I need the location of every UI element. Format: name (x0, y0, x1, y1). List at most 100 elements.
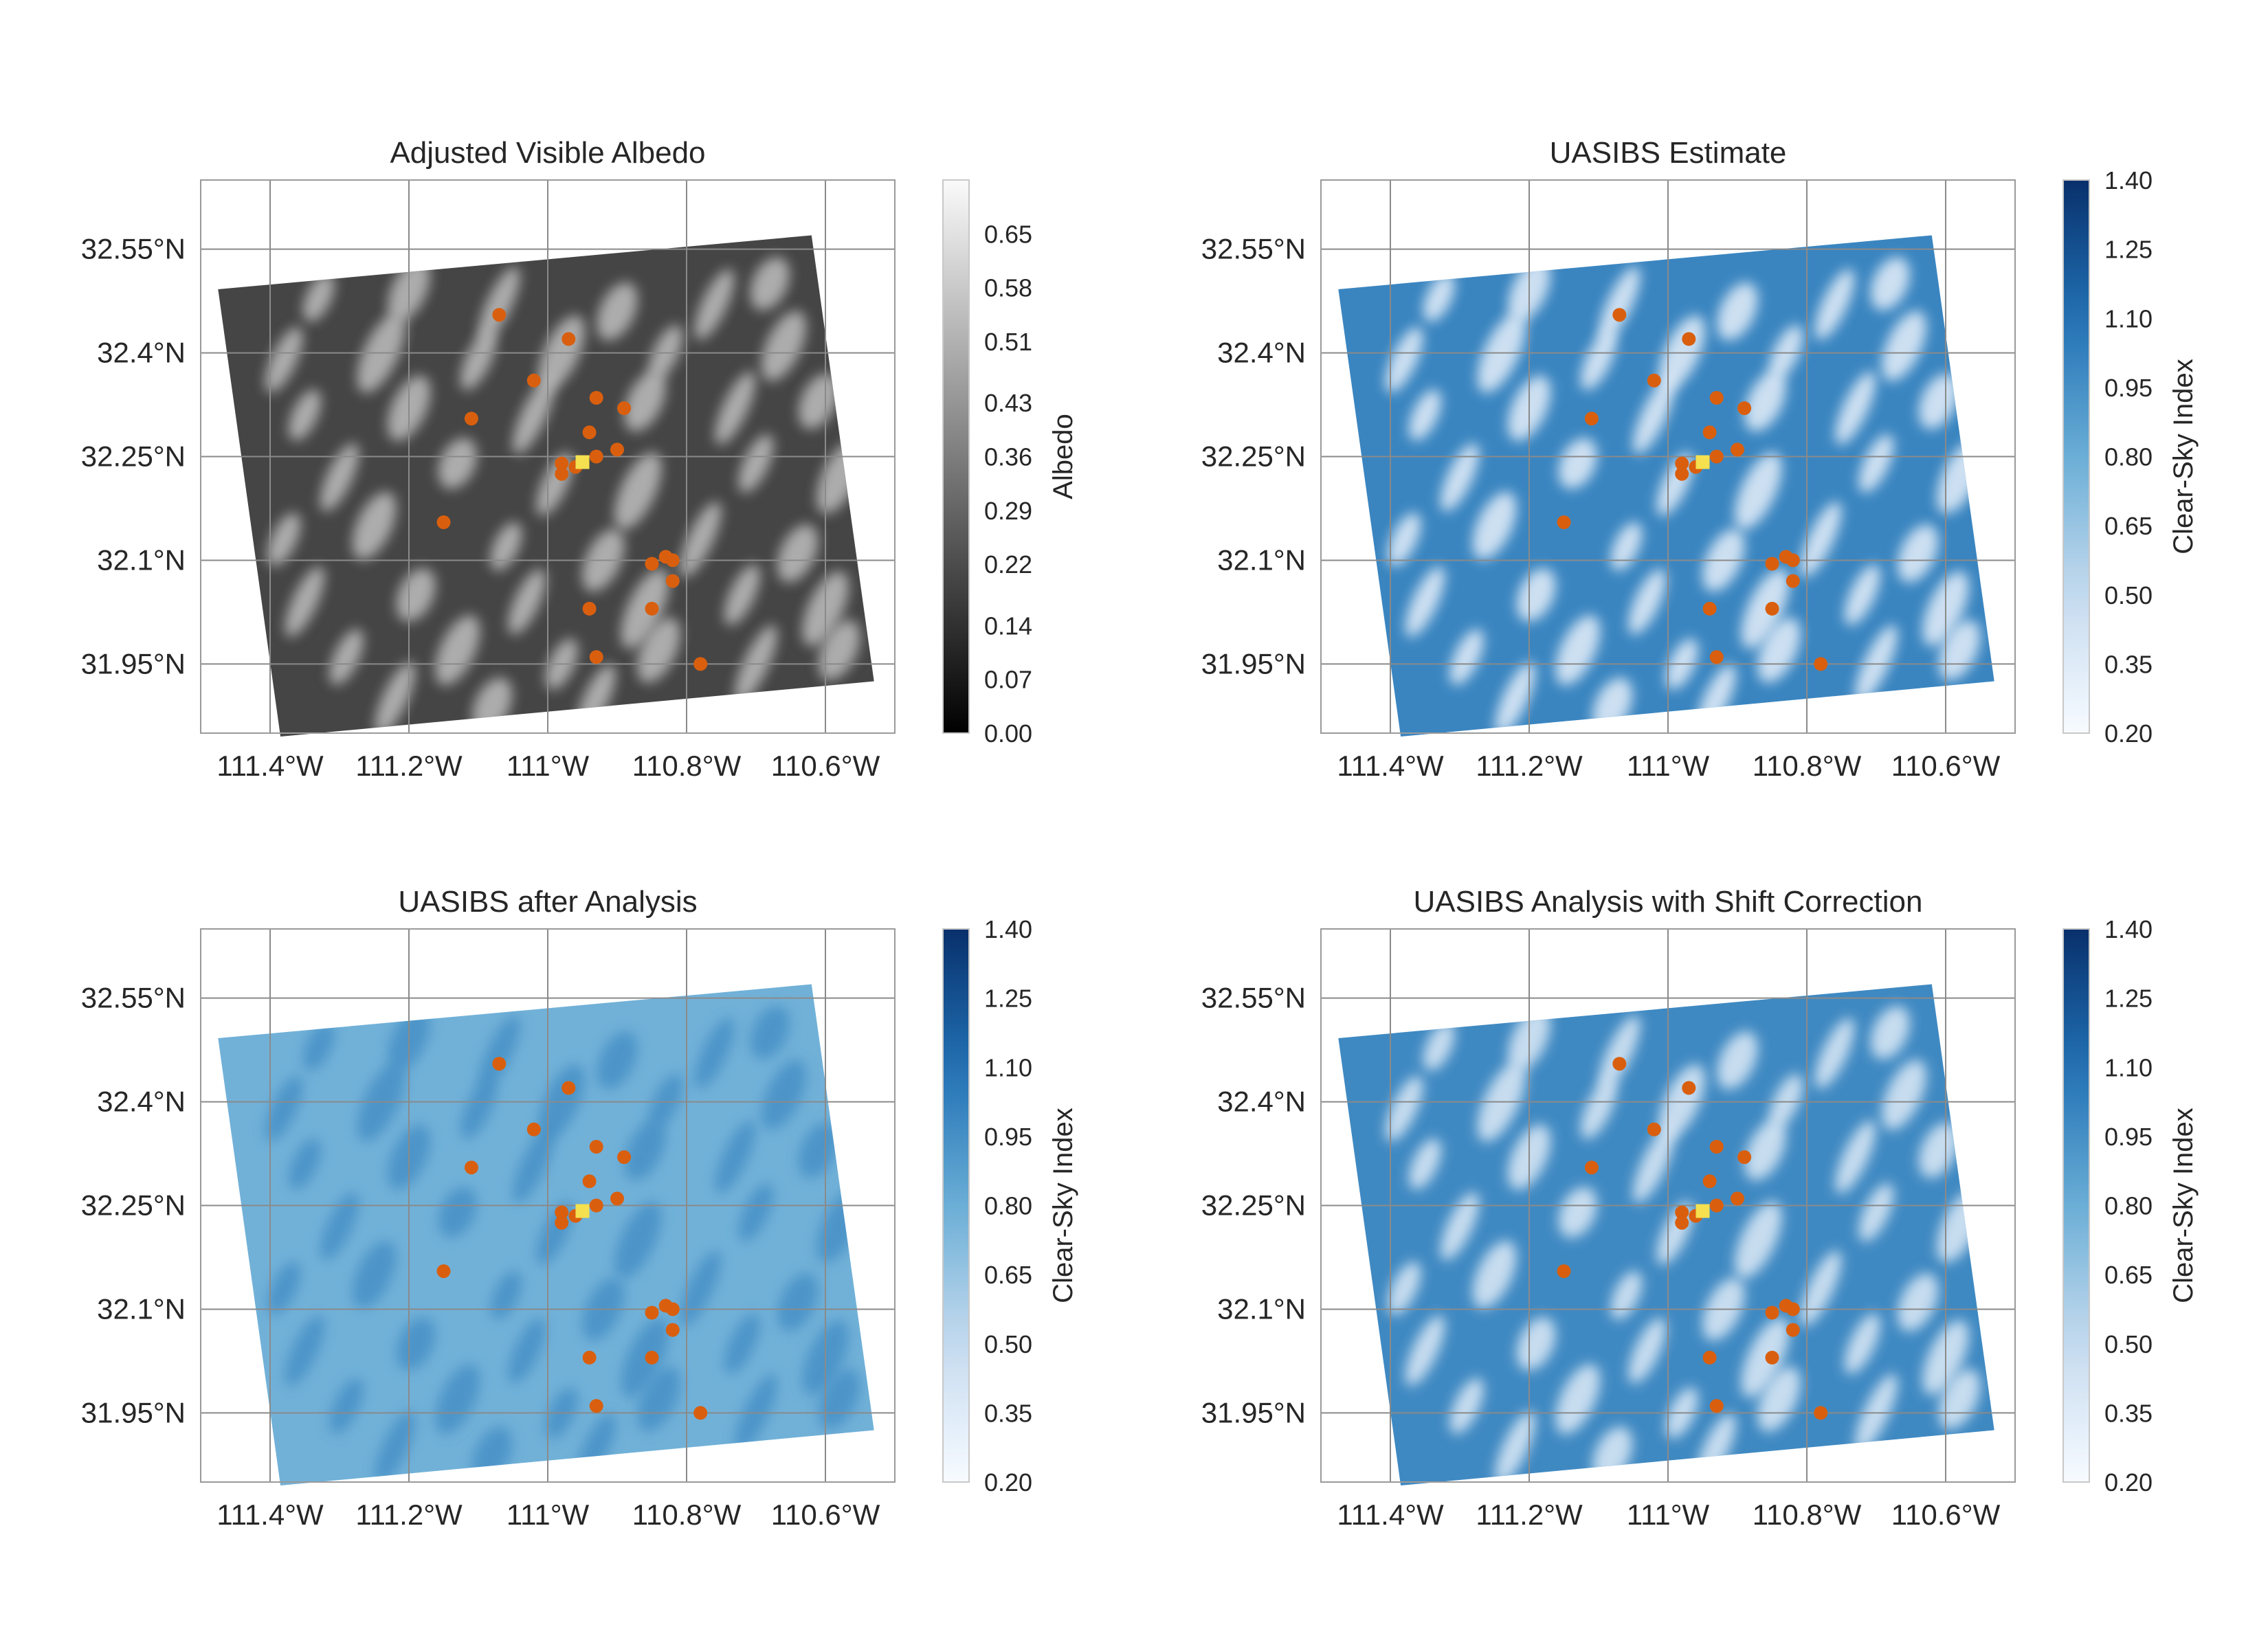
sensor-marker (555, 456, 569, 471)
colorbar-tick-label: 0.95 (2104, 1123, 2153, 1151)
cloud-cell (1881, 1059, 1926, 1130)
sensor-marker (1702, 601, 1717, 616)
sensor-marker (693, 657, 708, 671)
cloud-cell (1800, 502, 1842, 578)
colorbar-tick-label: 0.20 (2104, 719, 2153, 748)
cloud-cell (798, 1122, 838, 1178)
sensor-marker (589, 1140, 603, 1154)
cloud-cell (1610, 1271, 1643, 1320)
cloud-cell (265, 1075, 303, 1142)
cloud-cell (302, 1022, 335, 1071)
sensor-marker (1675, 456, 1689, 471)
sensor-marker (1612, 1057, 1627, 1071)
colorbar-tick-label: 0.35 (2104, 1399, 2153, 1427)
cloud-cell (724, 564, 760, 625)
cloud-cell (435, 615, 480, 686)
cloud-cell (1440, 443, 1480, 512)
colorbar-tick-label: 0.51 (984, 328, 1032, 356)
cloud-cell (1516, 568, 1556, 622)
cloud-cell (621, 568, 669, 649)
cloud-cell (724, 1313, 760, 1374)
cloud-cell (1628, 1318, 1667, 1384)
colorbar-tick-label: 0.65 (2104, 512, 2153, 540)
cloud-cell (761, 311, 806, 381)
cloud-cell (1385, 1075, 1423, 1142)
cloud-cell (1744, 371, 1786, 431)
y-tick-label: 32.55°N (81, 982, 186, 1014)
cloud-cell (1918, 373, 1959, 429)
cloud-cell (1870, 257, 1910, 311)
cloud-cell (1898, 1273, 1939, 1332)
cloud-cell (1449, 1378, 1484, 1434)
cloud-cell (1741, 568, 1790, 649)
cloud-cell (1555, 1364, 1601, 1435)
sensor-marker (1765, 1350, 1779, 1365)
axes-frame (1320, 928, 2016, 1483)
panel-title: Adjusted Visible Albedo (390, 136, 705, 170)
sensor-marker (1702, 1350, 1717, 1365)
cloud-cell (1800, 1250, 1842, 1327)
cloud-cell (1939, 1369, 1981, 1430)
sensor-marker (665, 1302, 680, 1316)
colorbar-label: Clear-Sky Index (2168, 1108, 2199, 1303)
sensor-marker (589, 1198, 603, 1213)
colorbar-tick-label: 1.25 (2104, 236, 2153, 264)
sensor-marker (526, 1122, 541, 1136)
sensor-marker (617, 1150, 632, 1165)
cloud-cell (478, 1016, 520, 1092)
sensor-marker (1765, 557, 1779, 571)
cloud-cell (460, 329, 497, 390)
sensor-marker (1675, 467, 1689, 481)
colorbar-tick-label: 0.35 (984, 1399, 1032, 1427)
cloud-cell (1632, 1125, 1676, 1203)
cloud-cell (508, 569, 546, 635)
cloud-cell (614, 452, 662, 530)
cloud-cell (1388, 1261, 1421, 1316)
colorbar-tick-label: 0.80 (2104, 1192, 2153, 1220)
sensor-marker (589, 449, 603, 464)
cloud-cell (819, 1369, 860, 1430)
x-tick-label: 110.6°W (1891, 1499, 2001, 1531)
cloud-cell (777, 524, 819, 583)
sensor-marker (645, 557, 659, 571)
sensor-marker (1709, 650, 1724, 664)
cloud-cell (1440, 1192, 1480, 1261)
sensor-marker (617, 401, 632, 416)
colorbar-tick-label: 0.50 (2104, 1330, 2153, 1358)
colorbar (2063, 179, 2090, 734)
map-panel-2: UASIBS Estimate 111.4°W 111.2°W 111°W 110.8°… (1201, 136, 2199, 782)
colorbar-tick-label: 1.40 (984, 915, 1032, 943)
cloud-cell (460, 1078, 497, 1139)
y-tick-label: 32.25°N (81, 1189, 186, 1222)
colorbar-tick-label: 0.07 (984, 666, 1032, 694)
y-tick-label: 32.1°N (97, 1292, 186, 1325)
cloud-cell (1734, 452, 1782, 530)
cloud-cell (1835, 1120, 1876, 1194)
sensor-marker (1814, 657, 1828, 671)
cloud-cell (1844, 564, 1880, 625)
sensor-marker (1765, 1305, 1779, 1320)
colorbar (942, 928, 970, 1483)
colorbar-tick-label: 0.50 (2104, 581, 2153, 609)
x-tick-label: 110.6°W (1891, 750, 2001, 782)
cloud-cell (1858, 434, 1894, 493)
cloud-cell (1757, 617, 1801, 683)
sensor-marker (1709, 449, 1724, 464)
sensor-marker (1612, 308, 1627, 322)
sensor-marker (1647, 373, 1661, 388)
sensor-marker (582, 1174, 597, 1189)
y-tick-label: 32.25°N (81, 440, 186, 473)
cloud-cell (1449, 629, 1484, 685)
sensor-marker (436, 1264, 451, 1279)
cloud-cell (289, 1138, 321, 1190)
sensor-marker (582, 601, 597, 616)
panel-title: UASIBS after Analysis (398, 885, 697, 919)
sensor-marker (1702, 425, 1717, 440)
panel-title: UASIBS Estimate (1550, 136, 1787, 170)
sensor-marker (555, 1205, 569, 1220)
cloud-cell (597, 282, 638, 341)
cloud-cell (614, 1201, 662, 1279)
x-tick-label: 110.8°W (632, 1499, 742, 1531)
cloud-cell (512, 1125, 555, 1203)
